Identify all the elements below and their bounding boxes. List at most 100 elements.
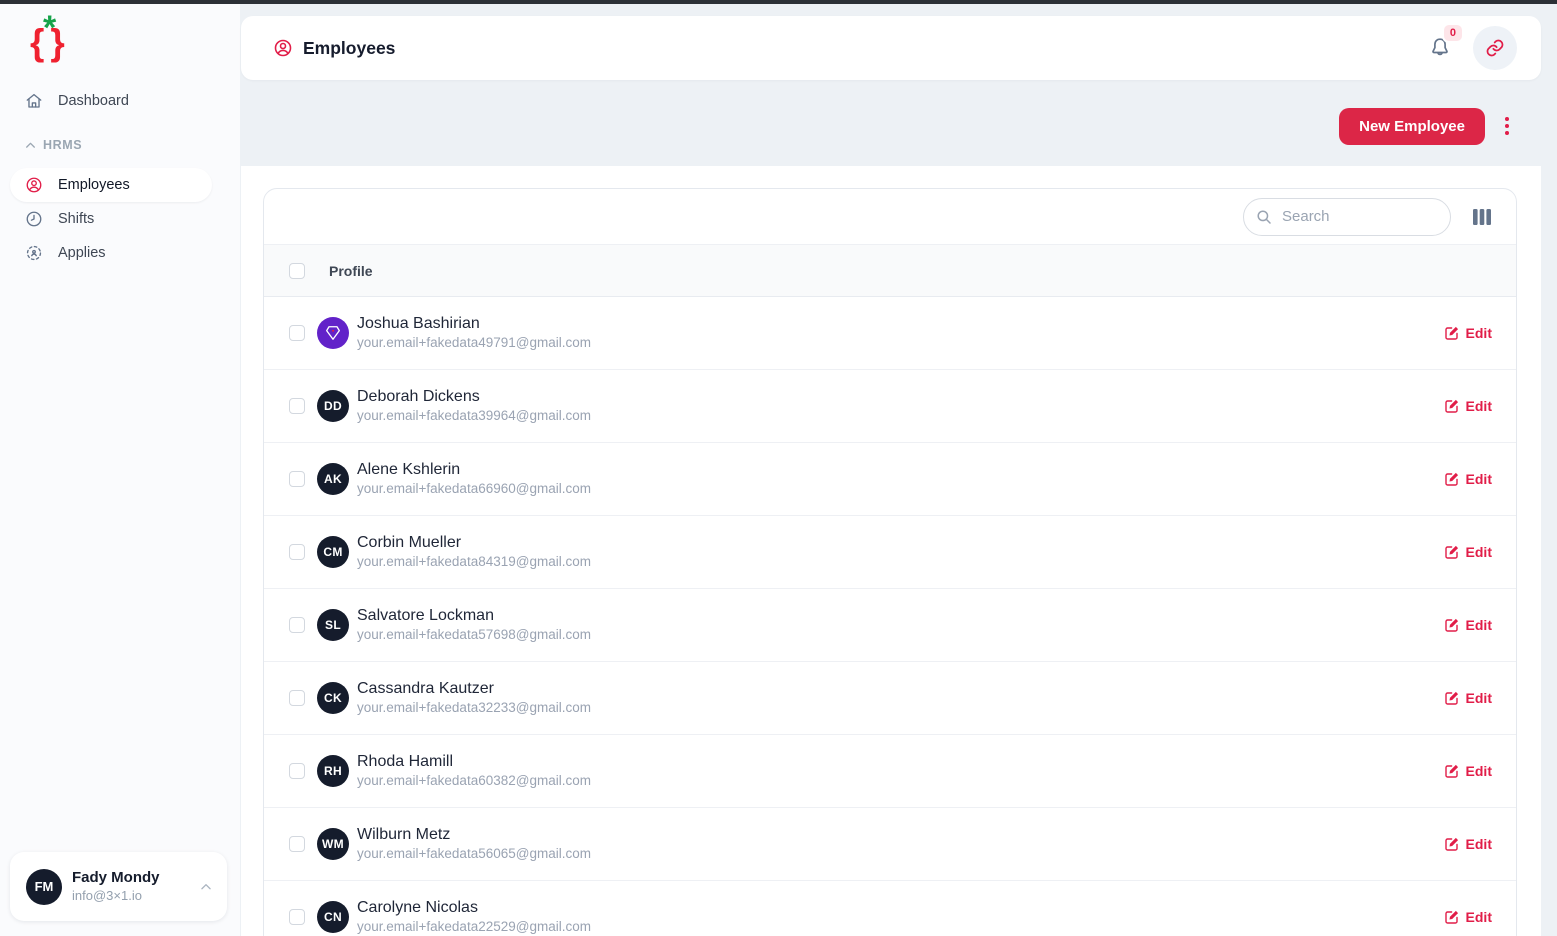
sidebar-item-applies[interactable]: Applies (10, 236, 212, 270)
bell-icon (1428, 36, 1452, 60)
row-checkbox[interactable] (289, 617, 305, 633)
pencil-square-icon (1444, 690, 1460, 706)
sidebar-item-label: Shifts (58, 211, 95, 227)
table-body: Joshua Bashirian your.email+fakedata4979… (264, 297, 1516, 936)
table-row: CN Carolyne Nicolas your.email+fakedata2… (264, 881, 1516, 936)
table-row: CK Cassandra Kautzer your.email+fakedata… (264, 662, 1516, 735)
employee-name: Cassandra Kautzer (357, 680, 494, 697)
edit-button[interactable]: Edit (1444, 398, 1492, 414)
edit-button[interactable]: Edit (1444, 909, 1492, 925)
page-actions: New Employee (1339, 106, 1519, 146)
app-logo[interactable]: * {} (30, 9, 82, 68)
table-row: SL Salvatore Lockman your.email+fakedata… (264, 589, 1516, 662)
pencil-square-icon (1444, 763, 1460, 779)
home-icon (25, 92, 43, 110)
sidebar-item-dashboard[interactable]: Dashboard (10, 84, 212, 118)
row-checkbox[interactable] (289, 763, 305, 779)
row-checkbox[interactable] (289, 690, 305, 706)
sidebar-item-label: Applies (58, 245, 106, 261)
notifications-button[interactable]: 0 (1428, 23, 1464, 60)
chevron-up-icon (24, 139, 37, 152)
avatar: CN (317, 901, 349, 933)
sidebar-item-label: Dashboard (58, 93, 129, 109)
edit-button[interactable]: Edit (1444, 690, 1492, 706)
employee-name: Wilburn Metz (357, 826, 451, 843)
page-title: Employees (303, 37, 396, 58)
user-name: Fady Mondy (72, 869, 160, 886)
toggle-columns-icon[interactable] (1472, 207, 1492, 227)
user-email: info@3×1.io (72, 888, 142, 903)
search-box (1243, 197, 1451, 236)
row-checkbox[interactable] (289, 398, 305, 414)
pencil-square-icon (1444, 909, 1460, 925)
logo-star-icon: * (43, 9, 57, 47)
employee-name: Carolyne Nicolas (357, 899, 478, 916)
avatar: CK (317, 682, 349, 714)
employee-email: your.email+fakedata66960@gmail.com (357, 481, 591, 496)
employee-name: Alene Kshlerin (357, 461, 461, 478)
employee-email: your.email+fakedata57698@gmail.com (357, 627, 591, 642)
avatar: AK (317, 463, 349, 495)
user-circle-icon (25, 176, 43, 194)
row-checkbox[interactable] (289, 471, 305, 487)
avatar: CM (317, 536, 349, 568)
logo-braces: {} (30, 22, 71, 63)
employee-name: Rhoda Hamill (357, 753, 454, 770)
select-all-checkbox[interactable] (289, 262, 305, 279)
copy-link-button[interactable] (1473, 26, 1517, 70)
new-employee-button[interactable]: New Employee (1339, 107, 1485, 145)
edit-button[interactable]: Edit (1444, 836, 1492, 852)
edit-label: Edit (1465, 909, 1492, 925)
table-row: Joshua Bashirian your.email+fakedata4979… (264, 297, 1516, 370)
pencil-square-icon (1444, 398, 1460, 414)
row-checkbox[interactable] (289, 909, 305, 925)
row-checkbox[interactable] (289, 836, 305, 852)
search-input[interactable] (1243, 197, 1451, 236)
column-header-profile: Profile (329, 262, 373, 279)
employee-name: Joshua Bashirian (357, 315, 480, 332)
page-content: Profile Joshua Bashirian your.email+fake… (241, 166, 1541, 936)
pencil-square-icon (1444, 617, 1460, 633)
sidebar-item-label: Employees (58, 177, 130, 193)
scan-person-icon (25, 244, 43, 262)
more-actions-button[interactable] (1495, 108, 1519, 145)
pencil-square-icon (1444, 325, 1460, 341)
employee-name: Corbin Mueller (357, 534, 462, 551)
page-header: Employees 0 (241, 16, 1541, 80)
pencil-square-icon (1444, 471, 1460, 487)
employees-table: Profile Joshua Bashirian your.email+fake… (263, 188, 1517, 936)
edit-label: Edit (1465, 398, 1492, 414)
row-checkbox[interactable] (289, 544, 305, 560)
employee-name: Salvatore Lockman (357, 607, 494, 624)
table-toolbar (264, 189, 1516, 245)
table-row: WM Wilburn Metz your.email+fakedata56065… (264, 808, 1516, 881)
sidebar-item-shifts[interactable]: Shifts (10, 202, 212, 236)
edit-label: Edit (1465, 544, 1492, 560)
avatar: DD (317, 390, 349, 422)
clock-icon (25, 210, 43, 228)
row-checkbox[interactable] (289, 325, 305, 341)
table-row: CM Corbin Mueller your.email+fakedata843… (264, 516, 1516, 589)
sidebar-group-hrms[interactable]: HRMS (10, 136, 212, 154)
main-area: Employees 0 New Employee (241, 4, 1541, 936)
pencil-square-icon (1444, 836, 1460, 852)
employee-email: your.email+fakedata22529@gmail.com (357, 919, 591, 934)
edit-button[interactable]: Edit (1444, 325, 1492, 341)
edit-button[interactable]: Edit (1444, 471, 1492, 487)
edit-button[interactable]: Edit (1444, 544, 1492, 560)
sidebar-nav: Dashboard HRMS Employees (10, 84, 212, 270)
table-row: DD Deborah Dickens your.email+fakedata39… (264, 370, 1516, 443)
edit-button[interactable]: Edit (1444, 763, 1492, 779)
employee-email: your.email+fakedata49791@gmail.com (357, 335, 591, 350)
employee-name: Deborah Dickens (357, 388, 480, 405)
edit-button[interactable]: Edit (1444, 617, 1492, 633)
edit-label: Edit (1465, 617, 1492, 633)
link-icon (1485, 38, 1505, 58)
table-header-row: Profile (264, 245, 1516, 297)
avatar: FM (26, 868, 62, 905)
user-circle-icon (273, 38, 293, 58)
edit-label: Edit (1465, 690, 1492, 706)
sidebar-item-employees[interactable]: Employees (10, 168, 212, 202)
sidebar-user-menu[interactable]: FM Fady Mondy info@3×1.io (10, 852, 227, 921)
search-icon (1255, 208, 1273, 226)
